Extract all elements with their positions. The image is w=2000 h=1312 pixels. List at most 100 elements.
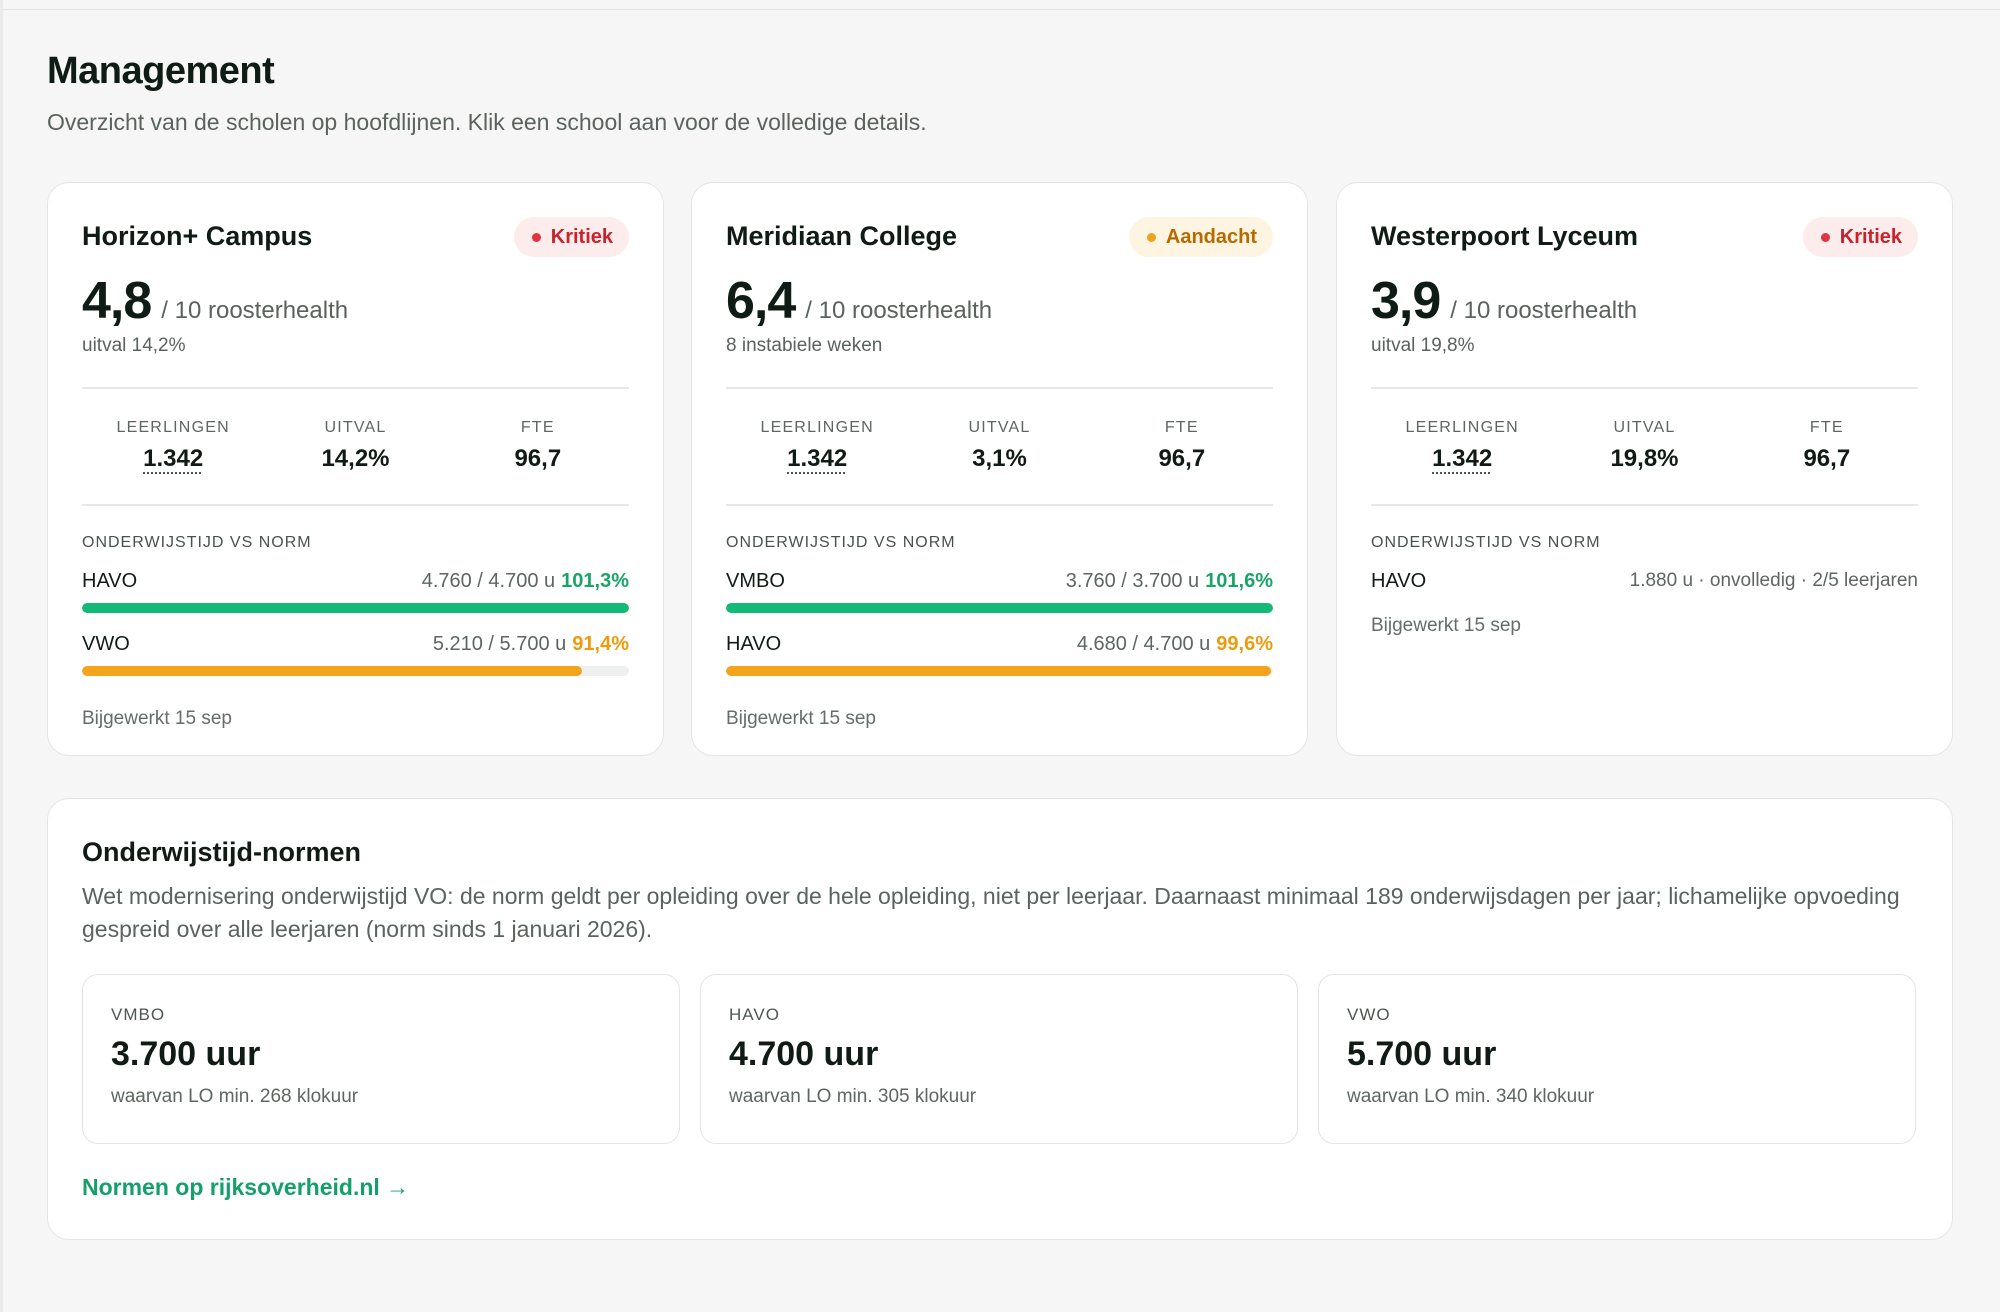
norm-box-value: 3.700 uur xyxy=(111,1035,261,1073)
health-score: 3,9 xyxy=(1371,272,1441,330)
stat-label: FTE xyxy=(520,419,555,436)
norm-box-vmbo: VMBO 3.700 uur waarvan LO min. 268 kloku… xyxy=(82,974,680,1144)
left-border xyxy=(0,0,3,1312)
school-card-meridiaan[interactable]: Meridiaan College Aandacht 6,4 / 10 roos… xyxy=(691,182,1308,756)
norm-box-value: 5.700 uur xyxy=(1347,1035,1497,1073)
norm-section-title: ONDERWIJSTIJD VS NORM xyxy=(1371,534,1601,551)
progress-track xyxy=(82,603,629,613)
school-name: Horizon+ Campus xyxy=(82,221,313,251)
stat-uitval: UITVAL 3,1% xyxy=(909,419,1089,504)
norm-box-value: 4.700 uur xyxy=(729,1035,879,1073)
stats-row: LEERLINGEN 1.342 UITVAL 19,8% FTE 96,7 xyxy=(1371,389,1918,504)
school-card-horizon[interactable]: Horizon+ Campus Kritiek 4,8 / 10 rooster… xyxy=(47,182,664,756)
stat-value[interactable]: 1.342 xyxy=(787,445,848,472)
stat-value: 19,8% xyxy=(1610,445,1679,472)
health-score-suffix: / 10 roosterhealth xyxy=(805,297,993,324)
score-note: uitval 19,8% xyxy=(1371,335,1475,356)
divider xyxy=(1371,387,1918,389)
stat-value: 3,1% xyxy=(972,445,1027,472)
school-name: Meridiaan College xyxy=(726,221,958,251)
divider xyxy=(1371,504,1918,506)
norm-percentage: 101,3% xyxy=(561,570,629,592)
stat-leerlingen: LEERLINGEN 1.342 xyxy=(727,419,907,504)
divider xyxy=(726,504,1273,506)
score-note: 8 instabiele weken xyxy=(726,335,883,356)
norm-values: 4.680 / 4.700 u xyxy=(1076,633,1211,655)
rijksoverheid-link[interactable]: Normen op rijksoverheid.nl → xyxy=(82,1174,410,1200)
divider xyxy=(82,504,629,506)
norm-row-havo: HAVO 1.880 u · onvolledig · 2/5 leerjare… xyxy=(1371,570,1918,593)
onderwijstijd-normen-panel: Onderwijstijd-normen Wet modernisering o… xyxy=(47,798,1953,1240)
stat-label: FTE xyxy=(1164,419,1199,436)
stat-value: 96,7 xyxy=(1158,445,1206,472)
norm-bar-havo: HAVO 4.760 / 4.700 u 101,3% xyxy=(82,570,629,613)
norm-values: 3.760 / 3.700 u xyxy=(1065,570,1200,592)
updated-timestamp: Bijgewerkt 15 sep xyxy=(726,708,876,729)
stat-value[interactable]: 1.342 xyxy=(1432,445,1493,472)
norm-box-note: waarvan LO min. 268 klokuur xyxy=(111,1086,359,1107)
stat-value: 14,2% xyxy=(321,445,390,472)
school-cards: Horizon+ Campus Kritiek 4,8 / 10 rooster… xyxy=(47,182,1953,756)
score-note: uitval 14,2% xyxy=(82,335,186,356)
norm-section-title: ONDERWIJSTIJD VS NORM xyxy=(82,534,312,551)
normen-title: Onderwijstijd-normen xyxy=(82,837,362,867)
norm-percentage: 101,6% xyxy=(1205,570,1273,592)
stat-label: UITVAL xyxy=(1613,419,1676,436)
norm-box-label: HAVO xyxy=(729,1005,780,1024)
stats-row: LEERLINGEN 1.342 UITVAL 3,1% FTE 96,7 xyxy=(726,389,1273,504)
progress-fill xyxy=(726,603,1273,613)
divider xyxy=(82,387,629,389)
stat-uitval: UITVAL 19,8% xyxy=(1554,419,1734,504)
page-title: Management xyxy=(47,50,275,92)
stat-value[interactable]: 1.342 xyxy=(143,445,204,472)
norm-name: VMBO xyxy=(726,570,785,592)
health-score-suffix: / 10 roosterhealth xyxy=(1450,297,1638,324)
status-dot-icon xyxy=(531,232,541,242)
progress-track xyxy=(726,666,1273,676)
stat-value: 96,7 xyxy=(1803,445,1851,472)
progress-track xyxy=(726,603,1273,613)
norm-values: 4.760 / 4.700 u xyxy=(421,570,556,592)
health-score: 4,8 xyxy=(82,272,152,330)
top-border xyxy=(0,0,2000,10)
stat-uitval: UITVAL 14,2% xyxy=(265,419,445,504)
health-score-suffix: / 10 roosterhealth xyxy=(161,297,349,324)
stats-row: LEERLINGEN 1.342 UITVAL 14,2% FTE 96,7 xyxy=(82,389,629,504)
stat-fte: FTE 96,7 xyxy=(448,419,628,504)
status-label: Aandacht xyxy=(1165,225,1257,248)
status-badge: Aandacht xyxy=(1128,217,1273,257)
progress-fill xyxy=(726,666,1271,676)
stat-label: LEERLINGEN xyxy=(116,419,230,436)
stat-label: UITVAL xyxy=(324,419,387,436)
norm-percentage: 91,4% xyxy=(572,633,629,655)
norm-section-title: ONDERWIJSTIJD VS NORM xyxy=(726,534,956,551)
norm-values: 5.210 / 5.700 u xyxy=(432,633,567,655)
stat-value: 96,7 xyxy=(514,445,562,472)
progress-fill xyxy=(82,603,629,613)
norm-box-label: VMBO xyxy=(111,1005,166,1024)
school-name: Westerpoort Lyceum xyxy=(1371,221,1639,251)
status-badge: Kritiek xyxy=(1802,217,1918,257)
divider xyxy=(726,387,1273,389)
norm-name: HAVO xyxy=(1371,570,1427,592)
norm-box-label: VWO xyxy=(1347,1005,1391,1024)
norm-box-havo: HAVO 4.700 uur waarvan LO min. 305 kloku… xyxy=(700,974,1298,1144)
health-score: 6,4 xyxy=(726,272,796,330)
norm-bar-vwo: VWO 5.210 / 5.700 u 91,4% xyxy=(82,633,629,676)
status-label: Kritiek xyxy=(1839,225,1902,248)
norm-name: HAVO xyxy=(726,633,782,655)
status-dot-icon xyxy=(1820,232,1830,242)
norm-name: HAVO xyxy=(82,570,138,592)
norm-values: 1.880 u · onvolledig · 2/5 leerjaren xyxy=(1629,570,1918,591)
norm-bar-vmbo: VMBO 3.760 / 3.700 u 101,6% xyxy=(726,570,1273,613)
norm-boxes: VMBO 3.700 uur waarvan LO min. 268 kloku… xyxy=(82,974,1918,1144)
school-card-westerpoort[interactable]: Westerpoort Lyceum Kritiek 3,9 / 10 roos… xyxy=(1336,182,1953,756)
updated-timestamp: Bijgewerkt 15 sep xyxy=(82,708,232,729)
updated-timestamp: Bijgewerkt 15 sep xyxy=(1371,615,1521,636)
status-badge: Kritiek xyxy=(513,217,629,257)
status-label: Kritiek xyxy=(550,225,613,248)
stat-leerlingen: LEERLINGEN 1.342 xyxy=(83,419,263,504)
norm-box-note: waarvan LO min. 305 klokuur xyxy=(729,1086,977,1107)
stat-fte: FTE 96,7 xyxy=(1092,419,1272,504)
stat-label: FTE xyxy=(1809,419,1844,436)
